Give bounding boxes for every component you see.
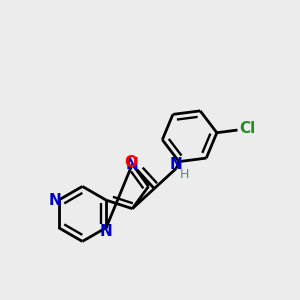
Text: O: O	[124, 155, 137, 170]
Text: N: N	[100, 224, 112, 239]
Text: H: H	[180, 168, 189, 181]
Text: Cl: Cl	[239, 121, 255, 136]
Text: N: N	[170, 157, 182, 172]
Text: N: N	[49, 193, 61, 208]
Text: N: N	[126, 157, 139, 172]
